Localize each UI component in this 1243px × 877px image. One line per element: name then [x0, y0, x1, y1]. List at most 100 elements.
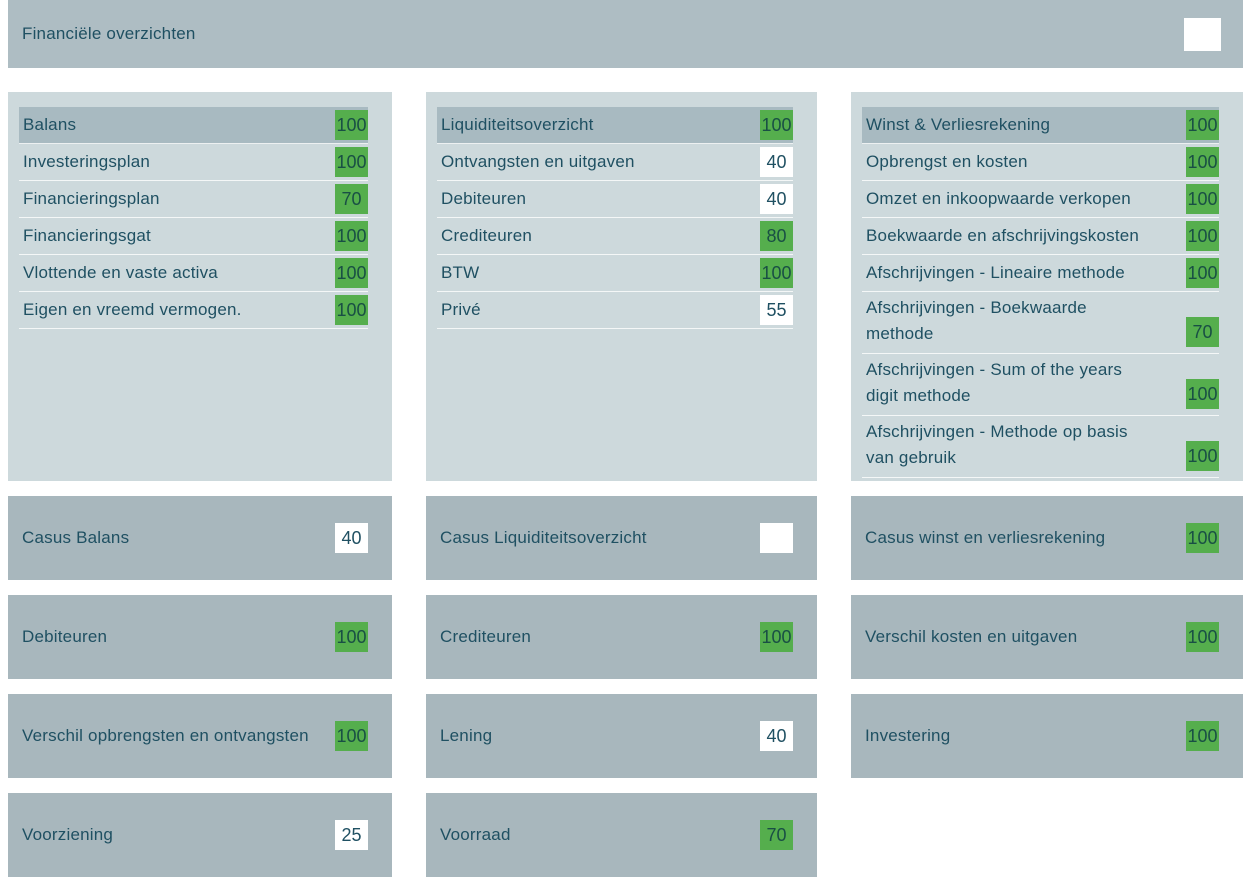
lesson-label: Winst & Verliesrekening	[866, 115, 1051, 134]
score-badge: 55	[760, 295, 793, 325]
main-grid: Balans 100 Investeringsplan 100 Financie…	[8, 92, 1243, 877]
card-voorraad[interactable]: Voorraad 70	[426, 793, 817, 877]
lesson-row[interactable]: Balans 100	[19, 107, 368, 144]
page-title: Financiële overzichten	[22, 24, 196, 43]
header: Financiële overzichten	[8, 0, 1243, 68]
score-badge: 70	[760, 820, 793, 850]
lesson-label: Crediteuren	[441, 226, 533, 245]
card-casus-balans[interactable]: Casus Balans 40	[8, 496, 392, 580]
lesson-label: Afschrijvingen - Lineaire methode	[866, 263, 1125, 282]
score-badge: 100	[1186, 523, 1219, 553]
lesson-row[interactable]: Crediteuren 80	[437, 218, 793, 255]
score-badge: 100	[335, 258, 368, 288]
lesson-row[interactable]: Liquiditeitsoverzicht 100	[437, 107, 793, 144]
card-label: Verschil kosten en uitgaven	[865, 627, 1078, 646]
score-badge: 80	[760, 221, 793, 251]
score-badge: 40	[760, 184, 793, 214]
lesson-label: Balans	[23, 115, 77, 134]
lesson-label: Debiteuren	[441, 189, 527, 208]
lesson-row[interactable]: Debiteuren 40	[437, 181, 793, 218]
score-badge: 100	[1186, 184, 1219, 214]
card-lening[interactable]: Lening 40	[426, 694, 817, 778]
lesson-row[interactable]: Omzet en inkoopwaarde verkopen 100	[862, 181, 1219, 218]
lesson-row[interactable]: Financieringsgat 100	[19, 218, 368, 255]
card-verschil-kosten-en-uitgaven[interactable]: Verschil kosten en uitgaven 100	[851, 595, 1243, 679]
score-badge	[760, 523, 793, 553]
card-label: Voorziening	[22, 825, 114, 844]
score-badge: 100	[1186, 622, 1219, 652]
card-voorziening[interactable]: Voorziening 25	[8, 793, 392, 877]
card-crediteuren[interactable]: Crediteuren 100	[426, 595, 817, 679]
score-badge: 70	[335, 184, 368, 214]
card-label: Debiteuren	[22, 627, 108, 646]
score-badge: 100	[335, 622, 368, 652]
card-label: Casus Balans	[22, 528, 130, 547]
lesson-row[interactable]: Vlottende en vaste activa 100	[19, 255, 368, 292]
lesson-row[interactable]: Eigen en vreemd vermogen. 100	[19, 292, 368, 329]
score-badge: 100	[1186, 721, 1219, 751]
lesson-row[interactable]: Afschrijvingen - Methode op basis van ge…	[862, 416, 1219, 478]
lesson-label: Financieringsgat	[23, 226, 151, 245]
lesson-label: BTW	[441, 263, 480, 282]
score-badge: 100	[760, 622, 793, 652]
lesson-label: Privé	[441, 300, 481, 319]
card-label: Crediteuren	[440, 627, 532, 646]
lesson-row[interactable]: Boekwaarde en afschrijvingskosten 100	[862, 218, 1219, 255]
lesson-label: Boekwaarde en afschrijvingskosten	[866, 226, 1140, 245]
lesson-row[interactable]: Winst & Verliesrekening 100	[862, 107, 1219, 144]
score-badge: 100	[1186, 147, 1219, 177]
score-badge: 100	[1186, 221, 1219, 251]
lesson-label: Investeringsplan	[23, 152, 150, 171]
lesson-label: Omzet en inkoopwaarde verkopen	[866, 189, 1131, 208]
score-badge: 100	[335, 295, 368, 325]
lesson-row[interactable]: Privé 55	[437, 292, 793, 329]
lesson-label: Eigen en vreemd vermogen.	[23, 300, 242, 319]
lesson-row[interactable]: Afschrijvingen - Boekwaarde methode 70	[862, 292, 1219, 354]
lesson-row[interactable]: Afschrijvingen - Lineaire methode 100	[862, 255, 1219, 292]
score-badge: 100	[335, 221, 368, 251]
score-badge: 100	[1186, 110, 1219, 140]
score-badge: 100	[1186, 379, 1219, 409]
card-label: Lening	[440, 726, 493, 745]
card-label: Voorraad	[440, 825, 511, 844]
card-casus-liquiditeitsoverzicht[interactable]: Casus Liquiditeitsoverzicht	[426, 496, 817, 580]
lesson-label: Afschrijvingen - Methode op basis van ge…	[866, 422, 1128, 467]
score-badge: 25	[335, 820, 368, 850]
score-badge: 100	[1186, 258, 1219, 288]
card-label: Casus winst en verliesrekening	[865, 528, 1106, 547]
lesson-label: Afschrijvingen - Sum of the years digit …	[866, 360, 1123, 405]
lesson-row[interactable]: Opbrengst en kosten 100	[862, 144, 1219, 181]
score-badge: 100	[760, 258, 793, 288]
lesson-label: Opbrengst en kosten	[866, 152, 1028, 171]
score-badge: 100	[335, 721, 368, 751]
score-badge: 100	[760, 110, 793, 140]
panel-balans: Balans 100 Investeringsplan 100 Financie…	[8, 92, 392, 481]
lesson-label: Afschrijvingen - Boekwaarde methode	[866, 298, 1087, 343]
header-score-badge	[1184, 17, 1221, 51]
card-label: Investering	[865, 726, 951, 745]
card-label: Verschil opbrengsten en ontvangsten	[22, 726, 309, 745]
score-badge: 40	[335, 523, 368, 553]
lesson-label: Ontvangsten en uitgaven	[441, 152, 635, 171]
panel-winst-verlies: Winst & Verliesrekening 100 Opbrengst en…	[851, 92, 1243, 481]
score-badge: 40	[760, 147, 793, 177]
card-debiteuren[interactable]: Debiteuren 100	[8, 595, 392, 679]
card-investering[interactable]: Investering 100	[851, 694, 1243, 778]
lesson-row[interactable]: Afschrijvingen - Sum of the years digit …	[862, 354, 1219, 416]
lesson-row[interactable]: Ontvangsten en uitgaven 40	[437, 144, 793, 181]
panel-liquiditeit: Liquiditeitsoverzicht 100 Ontvangsten en…	[426, 92, 817, 481]
card-casus-winst-en-verliesrekening[interactable]: Casus winst en verliesrekening 100	[851, 496, 1243, 580]
lesson-row[interactable]: Financieringsplan 70	[19, 181, 368, 218]
score-badge: 100	[335, 147, 368, 177]
score-badge: 70	[1186, 317, 1219, 347]
score-badge: 100	[1186, 441, 1219, 471]
lesson-row[interactable]: BTW 100	[437, 255, 793, 292]
lesson-label: Liquiditeitsoverzicht	[441, 115, 594, 134]
lesson-label: Vlottende en vaste activa	[23, 263, 218, 282]
score-badge: 100	[335, 110, 368, 140]
card-verschil-opbrengsten-en-ontvangsten[interactable]: Verschil opbrengsten en ontvangsten 100	[8, 694, 392, 778]
lesson-label: Financieringsplan	[23, 189, 160, 208]
score-badge: 40	[760, 721, 793, 751]
lesson-row[interactable]: Investeringsplan 100	[19, 144, 368, 181]
card-label: Casus Liquiditeitsoverzicht	[440, 528, 647, 547]
